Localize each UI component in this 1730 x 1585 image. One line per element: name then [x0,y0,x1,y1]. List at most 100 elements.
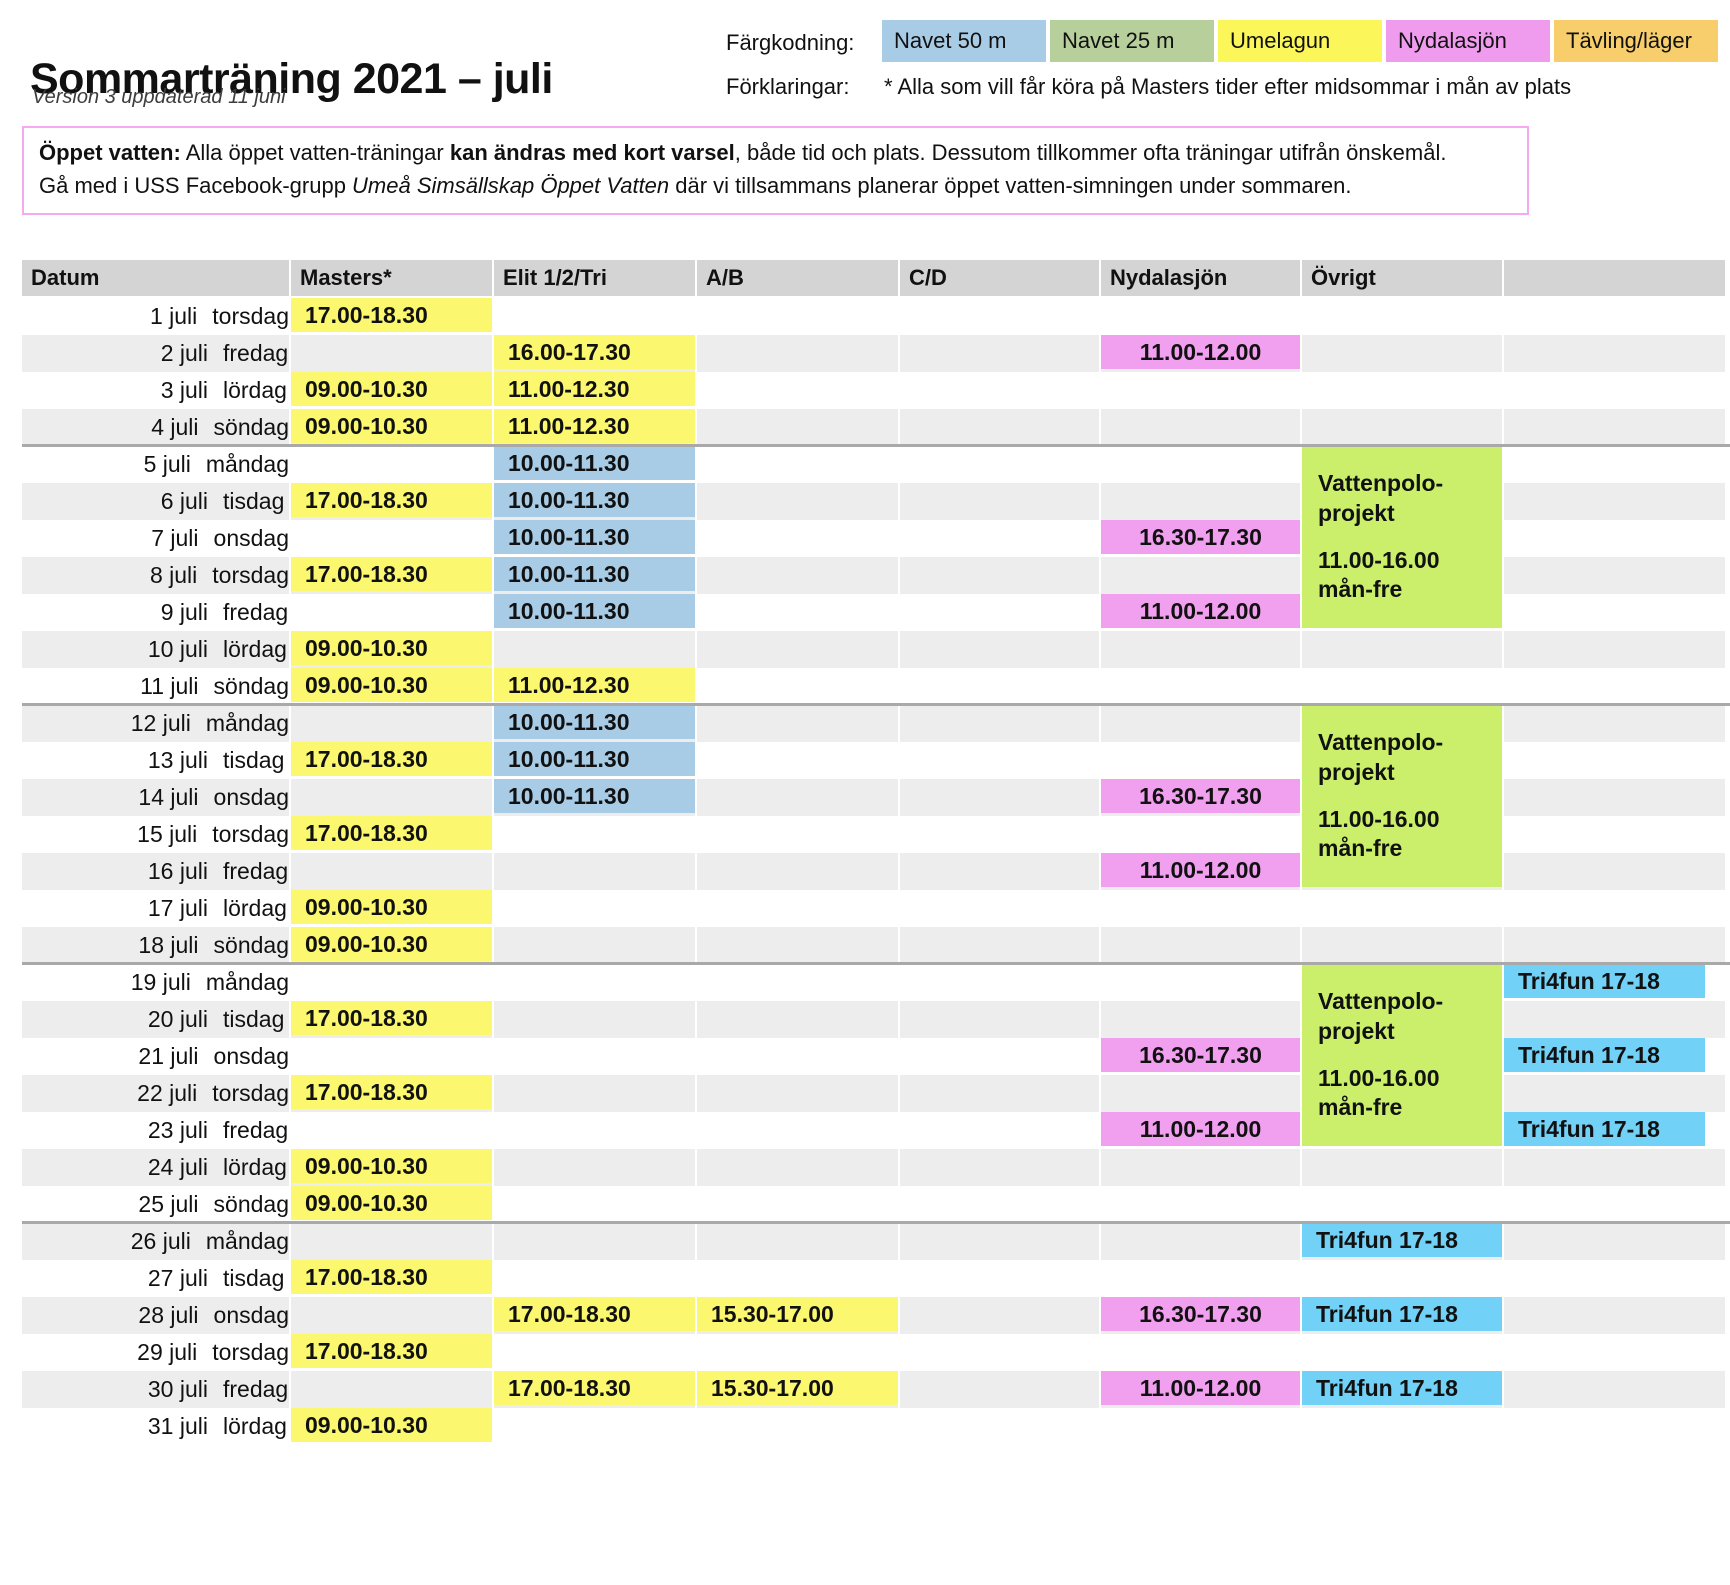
table-cell [898,520,1099,557]
table-cell [695,742,898,779]
session-cell: 17.00-18.30 [291,1260,492,1294]
weekday-label: tisdag [223,1006,285,1032]
table-cell: 16.30-17.30 [1099,1038,1300,1075]
date-cell: 17 juli lördag [22,890,289,927]
table-row: 17 juli lördag 09.00-10.30 [22,890,1725,927]
table-cell [492,298,695,335]
table-cell: 09.00-10.30 [289,890,492,927]
span-cell-line: projekt [1318,758,1395,785]
session-cell: 09.00-10.30 [291,409,492,443]
table-cell [1099,1408,1300,1445]
weekday-label: lördag [223,636,287,662]
table-cell [1099,372,1300,409]
table-cell [492,890,695,927]
table-cell: 09.00-10.30 [289,1408,492,1445]
table-cell: 10.00-11.30 [492,520,695,557]
table-cell: 15.30-17.00 [695,1297,898,1334]
table-cell [1300,1075,1502,1112]
table-row: 9 juli fredag 10.00-11.30 11.00-12.00 [22,594,1725,631]
table-cell: 10.00-11.30 [492,742,695,779]
date-cell: 30 juli fredag [22,1371,289,1408]
table-cell [1502,446,1725,483]
weekday-label: måndag [205,969,289,995]
table-cell: 09.00-10.30 [289,409,492,446]
session-cell: 16.30-17.30 [1101,1297,1300,1331]
table-cell [1099,298,1300,335]
table-cell [898,557,1099,594]
date-label: 28 juli [138,1302,199,1328]
table-cell: 17.00-18.30 [289,1001,492,1038]
open-water-notice: Öppet vatten: Alla öppet vatten-träninga… [22,126,1529,216]
table-cell [1502,1408,1725,1445]
table-cell [1502,594,1725,631]
table-cell [898,668,1099,705]
table-cell [1502,1075,1725,1112]
date-label: 10 juli [147,636,208,662]
table-cell [1300,594,1502,631]
table-cell [1502,1371,1725,1408]
table-cell: 15.30-17.00 [695,1371,898,1408]
session-cell: Tri4fun 17-18 [1302,1371,1502,1405]
table-cell [1502,705,1725,742]
column-header: Nydalasjön [1099,260,1300,296]
table-cell [1300,890,1502,927]
table-row: 19 juli måndag Tri4fun 17-18 [22,962,1730,1001]
date-label: 13 juli [147,747,208,773]
table-cell [1502,298,1725,335]
table-cell: Tri4fun 17-18 [1502,1112,1725,1149]
table-cell: 16.30-17.30 [1099,520,1300,557]
weekday-label: söndag [213,414,289,440]
table-cell: 09.00-10.30 [289,372,492,409]
session-cell: 10.00-11.30 [494,742,695,776]
table-cell: 17.00-18.30 [289,298,492,335]
date-label: 7 juli [151,525,199,551]
vattenpolo-span-cell: Vattenpolo-projekt 11.00-16.00 mån-fre [1302,964,1502,1146]
table-cell [492,1260,695,1297]
table-cell [1502,742,1725,779]
table-cell [1502,631,1725,668]
weekday-label: fredag [223,858,289,884]
table-cell [1300,742,1502,779]
table-cell: 09.00-10.30 [289,1186,492,1223]
span-cell-line: Vattenpolo- [1318,728,1444,755]
notice-text-segment: där vi tillsammans planerar öppet vatten… [669,172,1352,198]
table-cell [695,705,898,742]
table-cell [898,1186,1099,1223]
table-cell [492,1112,695,1149]
page-title: Sommarträning 2021 – juli [30,54,553,103]
table-cell: 10.00-11.30 [492,705,695,742]
table-cell [695,483,898,520]
date-cell: 27 juli tisdag [22,1260,289,1297]
table-cell [1300,335,1502,372]
table-cell: 17.00-18.30 [492,1297,695,1334]
session-cell: 11.00-12.00 [1101,335,1300,369]
session-cell: 15.30-17.00 [697,1297,898,1331]
table-row: 18 juli söndag 09.00-10.30 [22,927,1725,964]
session-cell: 17.00-18.30 [291,483,492,517]
table-cell: 09.00-10.30 [289,1149,492,1186]
table-cell [1300,853,1502,890]
weekday-label: torsdag [212,1339,289,1365]
table-row: 28 juli onsdag 17.00-18.30 15.30-17.00 16.30… [22,1297,1725,1334]
table-cell: 17.00-18.30 [289,816,492,853]
date-cell: 21 juli onsdag [22,1038,289,1075]
table-cell [1502,1001,1725,1038]
weekday-label: onsdag [213,525,289,551]
table-cell [1300,1149,1502,1186]
notice-line-1: Öppet vatten: Alla öppet vatten-träninga… [39,137,1512,170]
table-cell [898,483,1099,520]
table-cell [492,853,695,890]
table-row: 30 juli fredag 17.00-18.30 15.30-17.00 11.00… [22,1371,1725,1408]
session-cell: 10.00-11.30 [494,557,695,591]
column-header: C/D [898,260,1099,296]
spacer [1318,1047,1502,1064]
table-cell [898,964,1099,1001]
table-cell [492,1001,695,1038]
table-row: 29 juli torsdag 17.00-18.30 [22,1334,1725,1371]
table-cell [1099,1223,1300,1260]
table-cell [898,631,1099,668]
date-label: 25 juli [138,1191,199,1217]
table-cell [1099,1001,1300,1038]
column-header: Datum [22,260,289,296]
table-cell [695,557,898,594]
